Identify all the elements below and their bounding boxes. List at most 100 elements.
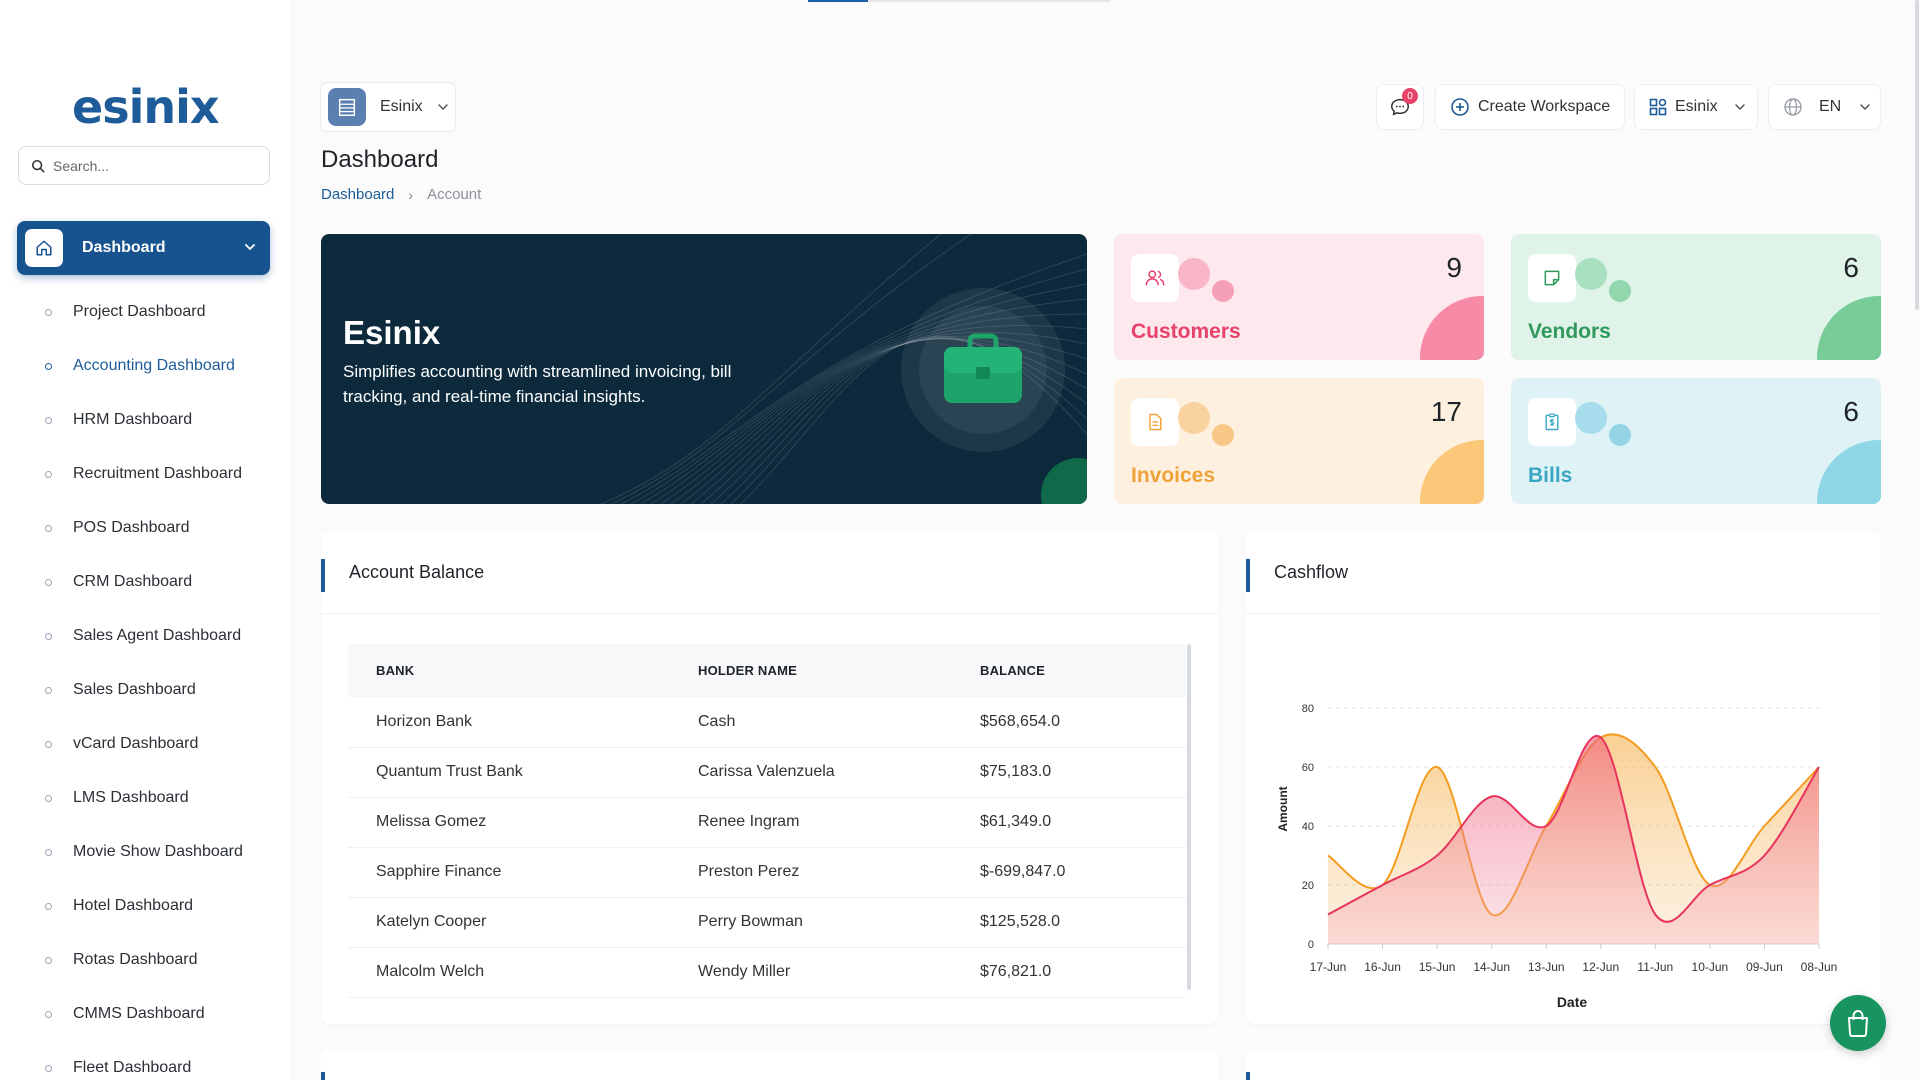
cell-balance: $76,821.0 bbox=[952, 947, 1186, 998]
sidebar-item-crm-dashboard[interactable]: CRM Dashboard bbox=[0, 555, 290, 609]
sidebar-item-hotel-dashboard[interactable]: Hotel Dashboard bbox=[0, 879, 290, 933]
sidebar-item-label: vCard Dashboard bbox=[73, 735, 199, 752]
x-tick-label: 14-Jun bbox=[1473, 960, 1510, 974]
sidebar-item-rotas-dashboard[interactable]: Rotas Dashboard bbox=[0, 933, 290, 987]
account-balance-table: BANK HOLDER NAME BALANCE Horizon Bank Cas… bbox=[348, 644, 1186, 998]
bullet-icon bbox=[45, 632, 52, 640]
sidebar-item-label: Movie Show Dashboard bbox=[73, 843, 243, 860]
sidebar-item-project-dashboard[interactable]: Project Dashboard bbox=[0, 285, 290, 339]
sidebar-item-label: CRM Dashboard bbox=[73, 573, 193, 590]
sidebar-item-vcard-dashboard[interactable]: vCard Dashboard bbox=[0, 717, 290, 771]
sidebar-item-hrm-dashboard[interactable]: HRM Dashboard bbox=[0, 393, 290, 447]
x-tick-label: 15-Jun bbox=[1419, 960, 1456, 974]
table-row[interactable]: Horizon Bank Cash $568,654.0 bbox=[348, 697, 1186, 748]
sidebar-search[interactable] bbox=[18, 146, 270, 185]
bullet-icon bbox=[45, 308, 52, 316]
cell-holder: Perry Bowman bbox=[670, 897, 952, 948]
chart-y-axis-label: Amount bbox=[1276, 786, 1290, 831]
y-tick-label: 0 bbox=[1308, 939, 1314, 951]
stat-card-invoices[interactable]: 17 Invoices bbox=[1114, 378, 1484, 504]
sidebar-item-label: Sales Agent Dashboard bbox=[73, 627, 242, 644]
cell-bank: Melissa Gomez bbox=[348, 797, 670, 848]
plus-circle-icon bbox=[1451, 98, 1469, 116]
decor-circle bbox=[1609, 424, 1631, 446]
table-scrollbar[interactable] bbox=[1187, 644, 1191, 990]
bullet-icon bbox=[45, 740, 52, 748]
banner-title: Esinix bbox=[343, 314, 441, 351]
table-row[interactable]: Katelyn Cooper Perry Bowman $125,528.0 bbox=[348, 897, 1186, 948]
page-load-progress-fill bbox=[808, 0, 868, 2]
stat-value: 6 bbox=[1843, 252, 1859, 283]
cell-bank: Quantum Trust Bank bbox=[348, 747, 670, 798]
cell-holder: Renee Ingram bbox=[670, 797, 952, 848]
clipboard-dollar-icon bbox=[1528, 398, 1576, 446]
breadcrumb-current: Account bbox=[427, 186, 482, 203]
stat-card-vendors[interactable]: 6 Vendors bbox=[1511, 234, 1881, 360]
breadcrumb: Dashboard › Account bbox=[321, 186, 481, 203]
cell-holder: Carissa Valenzuela bbox=[670, 747, 952, 798]
brand-logo[interactable]: esinix bbox=[72, 80, 220, 134]
page-scrollbar-thumb[interactable] bbox=[1915, 0, 1919, 310]
file-text-icon bbox=[1131, 398, 1179, 446]
sidebar-item-movie-show-dashboard[interactable]: Movie Show Dashboard bbox=[0, 825, 290, 879]
cell-holder: Wendy Miller bbox=[670, 947, 952, 998]
table-row[interactable]: Quantum Trust Bank Carissa Valenzuela $75,… bbox=[348, 747, 1186, 798]
shopping-bag-icon bbox=[1848, 1009, 1868, 1037]
cell-balance: $568,654.0 bbox=[952, 697, 1186, 748]
page-scrollbar[interactable] bbox=[1914, 0, 1920, 1080]
language-code: EN bbox=[1819, 98, 1842, 115]
sidebar-item-cmms-dashboard[interactable]: CMMS Dashboard bbox=[0, 987, 290, 1041]
bullet-icon bbox=[45, 1064, 52, 1072]
sidebar-item-label: HRM Dashboard bbox=[73, 411, 193, 428]
create-workspace-button[interactable]: Create Workspace bbox=[1435, 84, 1625, 130]
organization-select[interactable]: Esinix bbox=[1634, 84, 1758, 130]
workspace-select[interactable]: Esinix bbox=[320, 82, 456, 132]
sidebar-item-sales-dashboard[interactable]: Sales Dashboard bbox=[0, 663, 290, 717]
sidebar-item-dashboard[interactable]: Dashboard bbox=[17, 221, 270, 275]
x-tick-label: 12-Jun bbox=[1582, 960, 1619, 974]
table-row[interactable]: Malcolm Welch Wendy Miller $76,821.0 bbox=[348, 947, 1186, 998]
bullet-icon bbox=[45, 956, 52, 964]
series-line-1 bbox=[1327, 734, 1820, 923]
sidebar-item-recruitment-dashboard[interactable]: Recruitment Dashboard bbox=[0, 447, 290, 501]
banner-description: Simplifies accounting with streamlined i… bbox=[343, 362, 732, 406]
sidebar-item-label: Accounting Dashboard bbox=[73, 357, 235, 374]
sidebar-item-accounting-dashboard[interactable]: Accounting Dashboard bbox=[0, 339, 290, 393]
sidebar-item-fleet-dashboard[interactable]: Fleet Dashboard bbox=[0, 1041, 290, 1080]
table-row[interactable]: Melissa Gomez Renee Ingram $61,349.0 bbox=[348, 797, 1186, 848]
decor-circle bbox=[1178, 258, 1210, 290]
decor-corner bbox=[1817, 440, 1881, 504]
cart-floating-button[interactable] bbox=[1830, 995, 1886, 1051]
series-area-1 bbox=[1328, 735, 1819, 944]
chevron-down-icon bbox=[437, 104, 448, 111]
sidebar-submenu: Project Dashboard Accounting Dashboard H… bbox=[0, 285, 290, 1080]
messages-button[interactable]: 0 bbox=[1376, 84, 1424, 130]
stat-value: 17 bbox=[1430, 396, 1462, 427]
search-input[interactable] bbox=[53, 157, 253, 174]
search-icon bbox=[31, 159, 45, 172]
x-tick-label: 09-Jun bbox=[1746, 960, 1783, 974]
home-icon bbox=[25, 229, 63, 267]
language-select[interactable]: EN bbox=[1768, 84, 1881, 130]
decor-circle bbox=[1212, 424, 1234, 446]
decor-circle bbox=[1178, 402, 1210, 434]
cell-bank: Katelyn Cooper bbox=[348, 897, 670, 948]
sidebar-item-sales-agent-dashboard[interactable]: Sales Agent Dashboard bbox=[0, 609, 290, 663]
chat-icon bbox=[1391, 98, 1409, 116]
stat-label: Vendors bbox=[1528, 320, 1611, 343]
sidebar-item-lms-dashboard[interactable]: LMS Dashboard bbox=[0, 771, 290, 825]
chevron-down-icon bbox=[245, 244, 255, 251]
welcome-banner: Esinix Simplifies accounting with stream… bbox=[321, 234, 1087, 504]
stat-card-customers[interactable]: 9 Customers bbox=[1114, 234, 1484, 360]
users-icon bbox=[1131, 254, 1179, 302]
y-tick-label: 40 bbox=[1302, 821, 1314, 833]
cell-balance: $125,528.0 bbox=[952, 897, 1186, 948]
bullet-icon bbox=[45, 848, 52, 856]
sidebar-item-pos-dashboard[interactable]: POS Dashboard bbox=[0, 501, 290, 555]
breadcrumb-link-dashboard[interactable]: Dashboard bbox=[321, 186, 395, 203]
cashflow-panel: Cashflow 0 20 40 60 80 17-Jun 16-Jun 15-Jun 14-… bbox=[1246, 532, 1881, 1024]
sidebar-item-label: Hotel Dashboard bbox=[73, 897, 194, 914]
stat-card-bills[interactable]: 6 Bills bbox=[1511, 378, 1881, 504]
table-row[interactable]: Sapphire Finance Preston Perez $-699,847.0 bbox=[348, 847, 1186, 898]
panel-title: Cashflow bbox=[1274, 562, 1349, 582]
